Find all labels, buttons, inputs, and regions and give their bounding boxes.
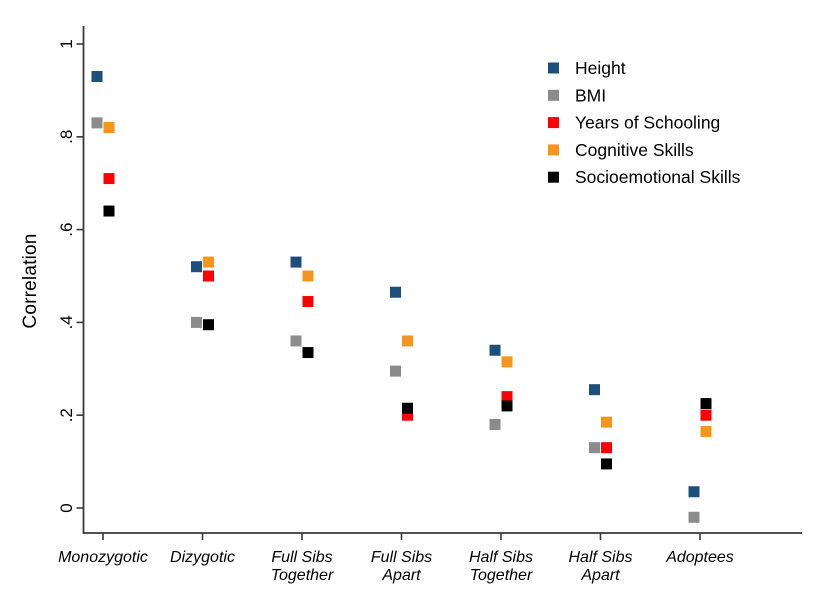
marker-bmi-half-sibs-together (489, 418, 501, 430)
marker-socioemotional-skills-dizygotic (203, 319, 214, 331)
x-category-label-full-sibs-apart: Full Sibs Apart (371, 549, 432, 584)
y-tick-label: 1 (57, 39, 76, 48)
x-category-label-monozygotic: Monozygotic (58, 549, 148, 566)
marker-bmi-full-sibs-apart (390, 365, 401, 377)
marker-socioemotional-skills-monozygotic (103, 205, 115, 217)
marker-years-of-schooling-adoptees (700, 409, 712, 421)
x-category-label-dizygotic: Dizygotic (170, 549, 235, 566)
legend-marker-cognitive-skills (548, 144, 559, 156)
marker-cognitive-skills-adoptees (700, 425, 712, 437)
legend-label-height: Height (575, 58, 626, 78)
y-tick-label: 0 (57, 503, 76, 512)
marker-height-half-sibs-apart (589, 384, 600, 396)
legend-label-socioemotional-skills: Socioemotional Skills (575, 167, 741, 187)
y-tick-label: .4 (57, 315, 76, 329)
x-category-label-full-sibs-together: Full Sibs Together (271, 549, 334, 584)
marker-socioemotional-skills-full-sibs-apart (402, 402, 413, 414)
marker-years-of-schooling-half-sibs-apart (601, 442, 612, 454)
x-category-label-half-sibs-together: Half Sibs Together (469, 549, 533, 584)
marker-cognitive-skills-dizygotic (203, 256, 214, 268)
legend-label-bmi: BMI (575, 85, 606, 105)
marker-cognitive-skills-half-sibs-together (501, 356, 513, 368)
x-category-label-adoptees: Adoptees (665, 549, 734, 566)
marker-height-monozygotic (91, 70, 103, 82)
legend-marker-years-of-schooling (548, 117, 559, 129)
marker-bmi-adoptees (688, 511, 700, 523)
y-tick-label: .8 (57, 130, 76, 144)
legend-marker-height (548, 62, 559, 74)
marker-socioemotional-skills-adoptees (700, 398, 712, 410)
marker-cognitive-skills-half-sibs-apart (601, 416, 612, 428)
marker-socioemotional-skills-half-sibs-together (501, 400, 513, 412)
legend-marker-bmi (548, 89, 559, 101)
marker-bmi-monozygotic (91, 117, 103, 129)
marker-socioemotional-skills-full-sibs-together (302, 347, 314, 359)
marker-height-adoptees (688, 486, 700, 498)
marker-socioemotional-skills-half-sibs-apart (601, 458, 612, 470)
x-category-label-half-sibs-apart: Half Sibs Apart (568, 549, 632, 584)
marker-years-of-schooling-half-sibs-together (501, 391, 513, 403)
legend-label-cognitive-skills: Cognitive Skills (575, 140, 694, 160)
marker-years-of-schooling-monozygotic (103, 173, 115, 185)
marker-cognitive-skills-monozygotic (103, 122, 115, 134)
marker-cognitive-skills-full-sibs-apart (402, 335, 413, 347)
y-tick-label: .2 (57, 408, 76, 422)
marker-height-half-sibs-together (489, 344, 501, 356)
y-tick-label: .6 (57, 223, 76, 237)
marker-years-of-schooling-full-sibs-apart (402, 409, 413, 421)
legend-label-years-of-schooling: Years of Schooling (575, 113, 720, 133)
marker-height-full-sibs-apart (390, 286, 401, 298)
marker-bmi-dizygotic (191, 316, 202, 328)
marker-height-full-sibs-together (290, 256, 302, 268)
marker-years-of-schooling-full-sibs-together (302, 296, 314, 308)
marker-bmi-full-sibs-together (290, 335, 302, 347)
legend-marker-socioemotional-skills (548, 171, 559, 183)
marker-height-dizygotic (191, 261, 202, 273)
marker-cognitive-skills-full-sibs-together (302, 270, 314, 282)
marker-years-of-schooling-dizygotic (203, 270, 214, 282)
marker-bmi-half-sibs-apart (589, 442, 600, 454)
